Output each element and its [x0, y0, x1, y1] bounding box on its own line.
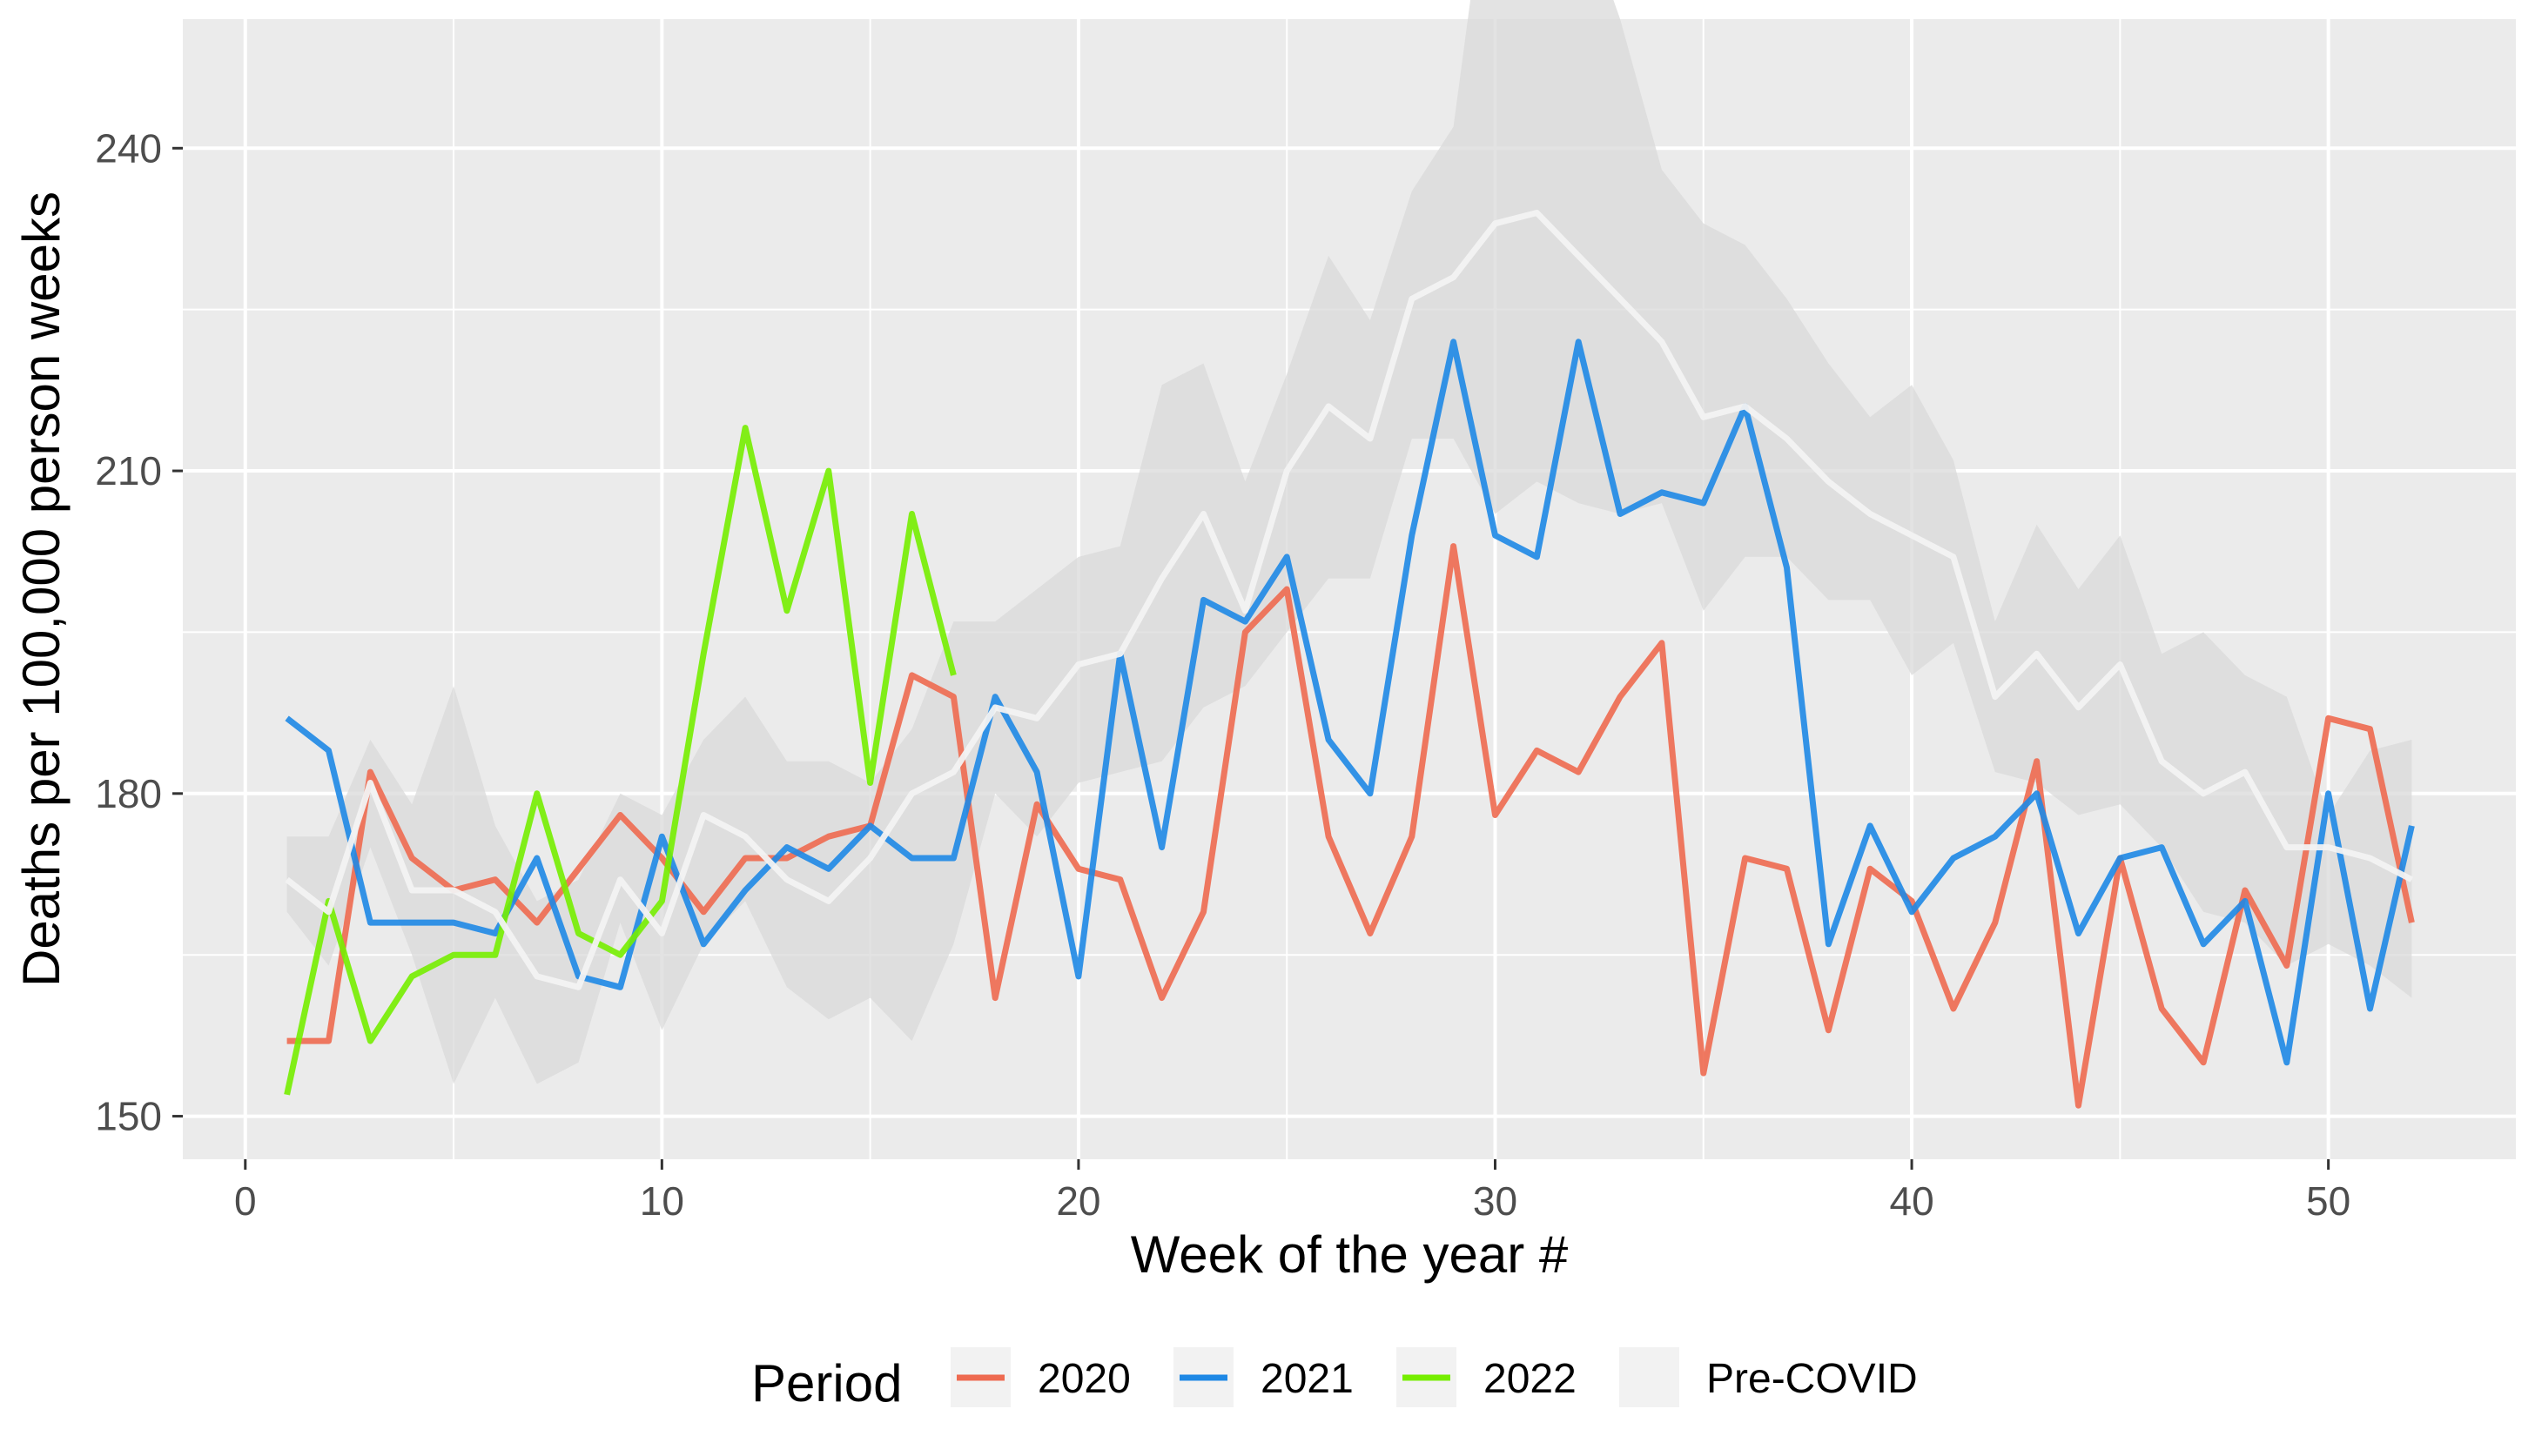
y-tick-label: 180: [95, 771, 162, 816]
series-lines: [284, 210, 2415, 1109]
x-axis-label: Week of the year #: [1131, 1225, 1569, 1284]
series-line-pre-covid: [285, 210, 2414, 990]
pre-covid-ribbon: [286, 0, 2412, 1084]
legend: Period 2020 2021 2022 Pre-COVID: [751, 1347, 1918, 1412]
series-line-2020: [286, 543, 2415, 1109]
y-tick-label: 150: [95, 1094, 162, 1139]
x-tick-label: 50: [2306, 1178, 2350, 1224]
y-tick-label: 240: [95, 125, 162, 171]
axes: 0 10 20 30 40 50 150 180 210 240: [95, 125, 2350, 1224]
x-tick-label: 40: [1889, 1178, 1933, 1224]
series-line-2022: [284, 425, 957, 1096]
y-axis-label: Deaths per 100,000 person weeks: [12, 191, 71, 987]
x-tick-label: 20: [1056, 1178, 1100, 1224]
x-tick-label: 10: [640, 1178, 684, 1224]
series-line-2021: [285, 339, 2415, 1066]
legend-label-pre-covid: Pre-COVID: [1706, 1356, 1918, 1402]
legend-label-2021: 2021: [1261, 1356, 1354, 1402]
legend-title: Period: [751, 1354, 902, 1412]
legend-label-2020: 2020: [1038, 1356, 1131, 1402]
pre-covid-range-band: [286, 0, 2412, 1084]
x-tick-label: 0: [234, 1178, 257, 1224]
legend-label-2022: 2022: [1483, 1356, 1577, 1402]
x-tick-label: 30: [1473, 1178, 1517, 1224]
y-tick-label: 210: [95, 448, 162, 493]
